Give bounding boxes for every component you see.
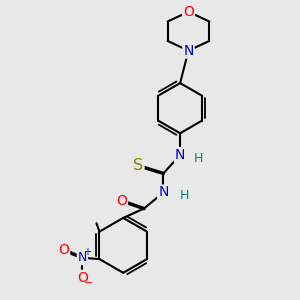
Text: O: O [183, 5, 194, 19]
Text: −: − [84, 278, 93, 288]
Text: N: N [158, 185, 169, 200]
Text: N: N [78, 251, 87, 264]
Text: S: S [133, 158, 143, 173]
Text: H: H [194, 152, 203, 165]
Text: +: + [83, 247, 92, 257]
Text: N: N [175, 148, 185, 162]
Text: O: O [58, 243, 69, 257]
Text: O: O [116, 194, 127, 208]
Text: H: H [180, 189, 189, 202]
Text: N: N [183, 44, 194, 58]
Text: O: O [77, 271, 88, 285]
